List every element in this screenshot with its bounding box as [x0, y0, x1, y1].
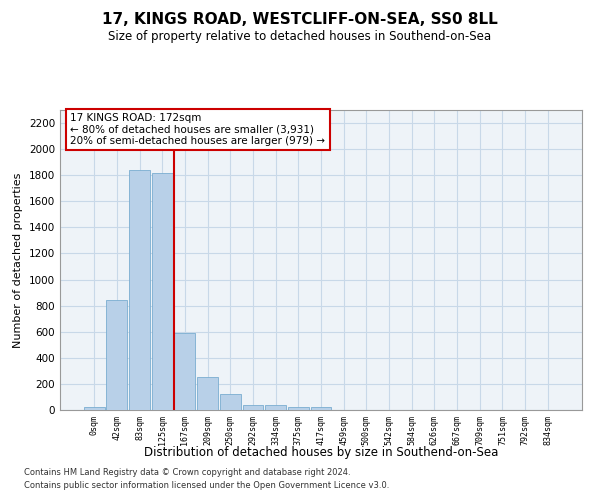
Text: 17 KINGS ROAD: 172sqm
← 80% of detached houses are smaller (3,931)
20% of semi-d: 17 KINGS ROAD: 172sqm ← 80% of detached …: [70, 113, 325, 146]
Bar: [106, 300, 127, 410]
Bar: [242, 406, 263, 410]
Text: 17, KINGS ROAD, WESTCLIFF-ON-SEA, SS0 8LL: 17, KINGS ROAD, WESTCLIFF-ON-SEA, SS0 8L…: [102, 12, 498, 28]
Bar: [311, 408, 331, 410]
Text: Contains public sector information licensed under the Open Government Licence v3: Contains public sector information licen…: [24, 480, 389, 490]
Bar: [220, 394, 241, 410]
Bar: [265, 406, 286, 410]
Bar: [175, 333, 196, 410]
Y-axis label: Number of detached properties: Number of detached properties: [13, 172, 23, 348]
Bar: [197, 376, 218, 410]
Text: Size of property relative to detached houses in Southend-on-Sea: Size of property relative to detached ho…: [109, 30, 491, 43]
Bar: [84, 408, 104, 410]
Bar: [152, 172, 173, 410]
Bar: [129, 170, 150, 410]
Text: Distribution of detached houses by size in Southend-on-Sea: Distribution of detached houses by size …: [144, 446, 498, 459]
Bar: [288, 406, 309, 410]
Text: Contains HM Land Registry data © Crown copyright and database right 2024.: Contains HM Land Registry data © Crown c…: [24, 468, 350, 477]
